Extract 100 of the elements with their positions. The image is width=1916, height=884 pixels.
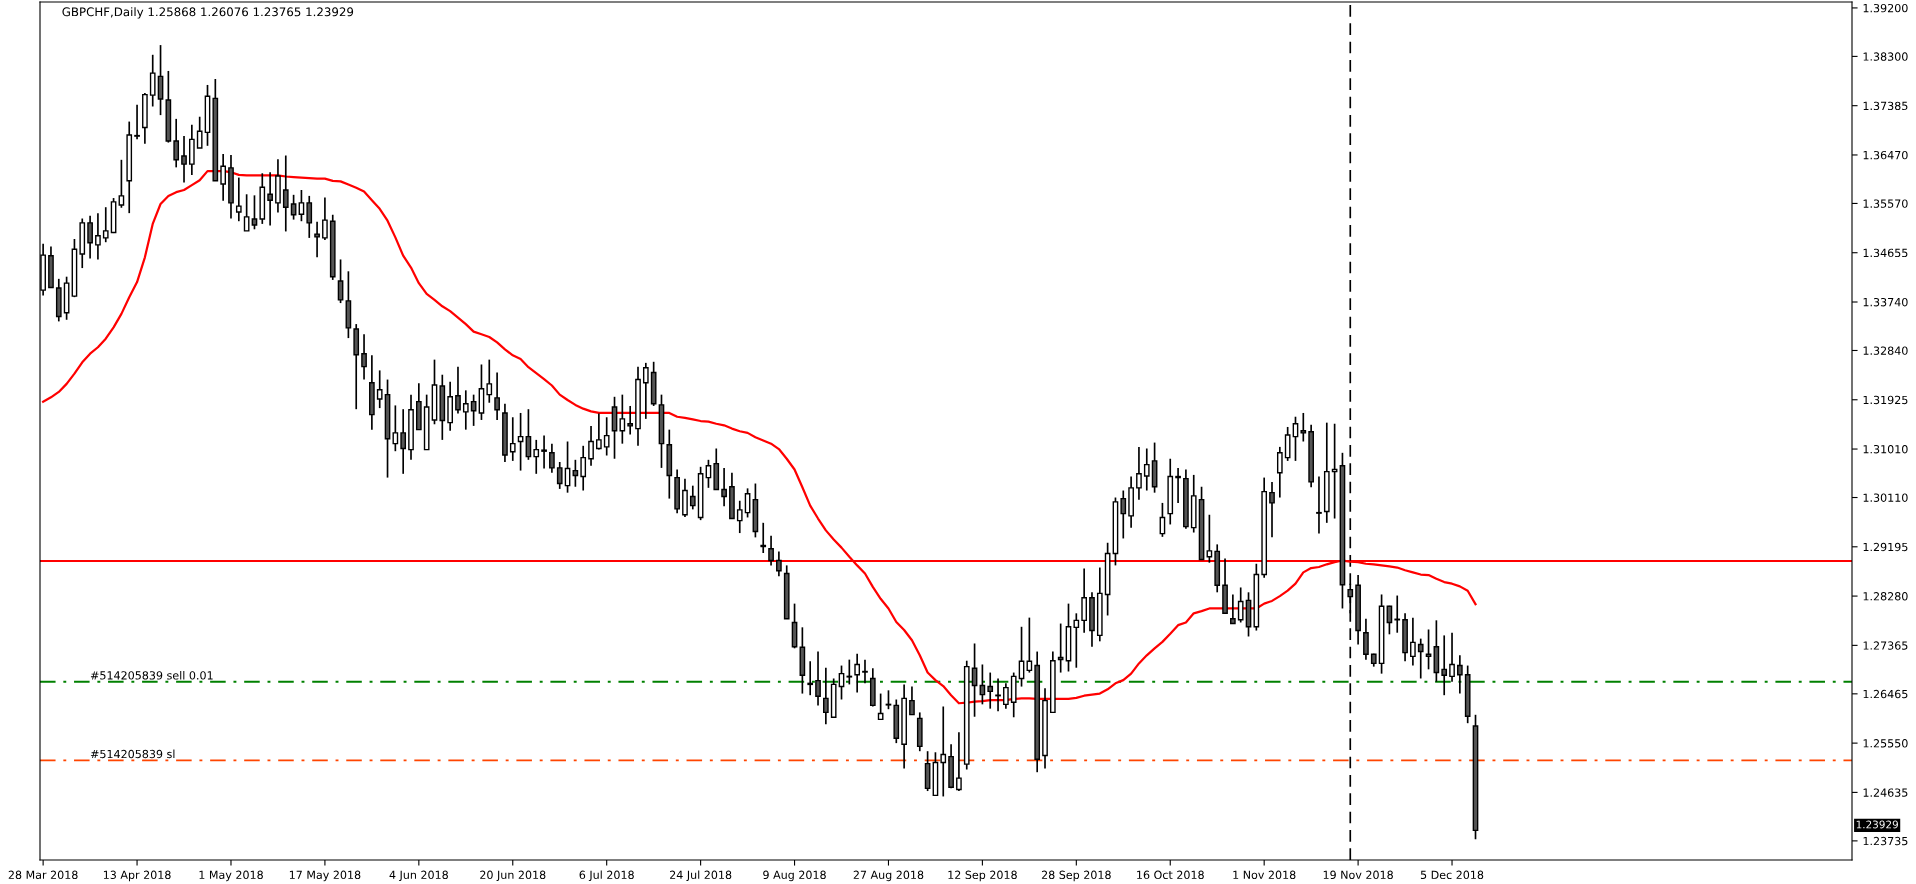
candlestick <box>1363 617 1369 661</box>
candlestick <box>689 484 696 511</box>
x-tick-label: 17 May 2018 <box>289 870 361 882</box>
candlestick <box>1457 654 1463 695</box>
y-tick-label: 1.37385 <box>1863 101 1908 111</box>
candlestick <box>1143 447 1150 492</box>
candlestick <box>588 425 594 467</box>
candlestick <box>627 405 634 436</box>
candlestick <box>196 115 203 149</box>
candlestick <box>768 534 774 567</box>
candlestick <box>807 660 814 697</box>
candlestick <box>1073 612 1080 669</box>
candlestick <box>549 442 555 474</box>
candlestick <box>1441 634 1448 697</box>
x-tick-label: 5 Dec 2018 <box>1420 870 1484 880</box>
candlestick <box>306 195 313 239</box>
candlestick <box>134 104 140 141</box>
candlestick <box>596 412 602 451</box>
candlestick <box>1284 426 1291 462</box>
y-tick-label: 1.31010 <box>1863 445 1908 454</box>
candlestick <box>862 658 868 685</box>
candlestick <box>642 362 649 420</box>
y-tick-label: 1.31925 <box>1863 395 1908 405</box>
x-tick-label: 27 Aug 2018 <box>853 870 924 882</box>
candlestick <box>1237 586 1244 624</box>
x-tick-label: 28 Mar 2018 <box>8 870 78 880</box>
candlestick <box>1449 631 1455 683</box>
candlestick <box>1136 446 1142 501</box>
candlestick <box>337 258 344 304</box>
candlestick <box>1269 481 1275 539</box>
candlestick <box>580 444 587 492</box>
y-tick-label: 1.26465 <box>1863 689 1908 699</box>
candlestick <box>102 206 109 244</box>
candlestick <box>823 666 829 726</box>
text: 1.23929 <box>1856 820 1898 829</box>
candlestick <box>118 158 125 209</box>
ref-line-label: #514205839 sl <box>90 749 175 759</box>
candlestick <box>1003 682 1009 710</box>
y-tick-label: 1.25550 <box>1863 739 1908 748</box>
candlestick <box>95 212 101 261</box>
candlestick <box>760 521 767 554</box>
candlestick <box>251 194 258 231</box>
x-tick-label: 28 Sep 2018 <box>1041 870 1111 882</box>
candlestick <box>603 416 610 457</box>
x-tick-label: 9 Aug 2018 <box>763 870 826 882</box>
candlestick <box>322 196 328 241</box>
candlestick <box>1081 567 1087 634</box>
candlestick <box>736 499 743 534</box>
x-tick-label: 6 Jul 2018 <box>579 870 634 882</box>
chart-title: GBPCHF,Daily 1.25868 1.26076 1.23765 1.23929 <box>62 7 354 19</box>
candlestick <box>995 677 1001 713</box>
x-tick-label: 1 May 2018 <box>199 870 263 882</box>
y-tick-label: 1.39200 <box>1863 3 1908 13</box>
x-tick-label: 19 Nov 2018 <box>1323 870 1393 880</box>
candlestick <box>987 671 994 710</box>
candlestick <box>854 652 861 694</box>
y-tick-label: 1.35570 <box>1863 199 1908 208</box>
candlestick <box>494 371 500 421</box>
candlestick <box>87 214 93 260</box>
candlestick <box>1417 637 1424 680</box>
y-tick-label: 1.33740 <box>1863 297 1908 307</box>
y-tick-label: 1.32840 <box>1863 346 1908 355</box>
y-tick-label: 1.27365 <box>1863 641 1908 650</box>
candlestick <box>181 135 187 184</box>
candlestick <box>455 365 461 415</box>
y-tick-label: 1.38300 <box>1863 52 1908 61</box>
candlestick <box>298 189 305 223</box>
candlestick <box>1276 446 1283 499</box>
candlestick <box>1300 412 1307 443</box>
candlestick <box>721 467 727 507</box>
x-tick-label: 12 Sep 2018 <box>948 870 1017 882</box>
y-tick-label: 1.23735 <box>1863 836 1908 846</box>
candlestick <box>361 333 367 381</box>
candlestick <box>1175 467 1181 504</box>
candlestick <box>1057 622 1064 674</box>
candlestick <box>400 408 407 475</box>
candlestick <box>220 153 227 202</box>
candlestick <box>1316 475 1322 535</box>
ref-line-label: #514205839 sell 0.01 <box>90 670 213 680</box>
x-tick-label: 13 Apr 2018 <box>103 870 171 882</box>
candlestick <box>243 193 250 232</box>
candlestick <box>173 118 180 169</box>
y-tick-label: 1.36470 <box>1863 150 1908 160</box>
candlestick <box>149 53 156 108</box>
x-tick-label: 20 Jun 2018 <box>480 870 546 882</box>
candlestick <box>846 658 853 686</box>
candlestick <box>290 193 297 221</box>
y-tick-label: 1.30110 <box>1863 493 1908 502</box>
candlestick <box>509 416 516 462</box>
candlestick <box>556 461 563 490</box>
candlestick <box>619 393 626 445</box>
candlestick <box>267 171 273 227</box>
candlestick <box>909 685 915 716</box>
candlestick <box>1230 593 1236 625</box>
candlestick <box>776 550 782 577</box>
candlestick <box>940 705 947 798</box>
candlestick <box>1120 489 1127 540</box>
candlestick <box>392 404 399 453</box>
x-tick-label: 16 Oct 2018 <box>1137 870 1204 880</box>
candlestick <box>235 176 242 223</box>
